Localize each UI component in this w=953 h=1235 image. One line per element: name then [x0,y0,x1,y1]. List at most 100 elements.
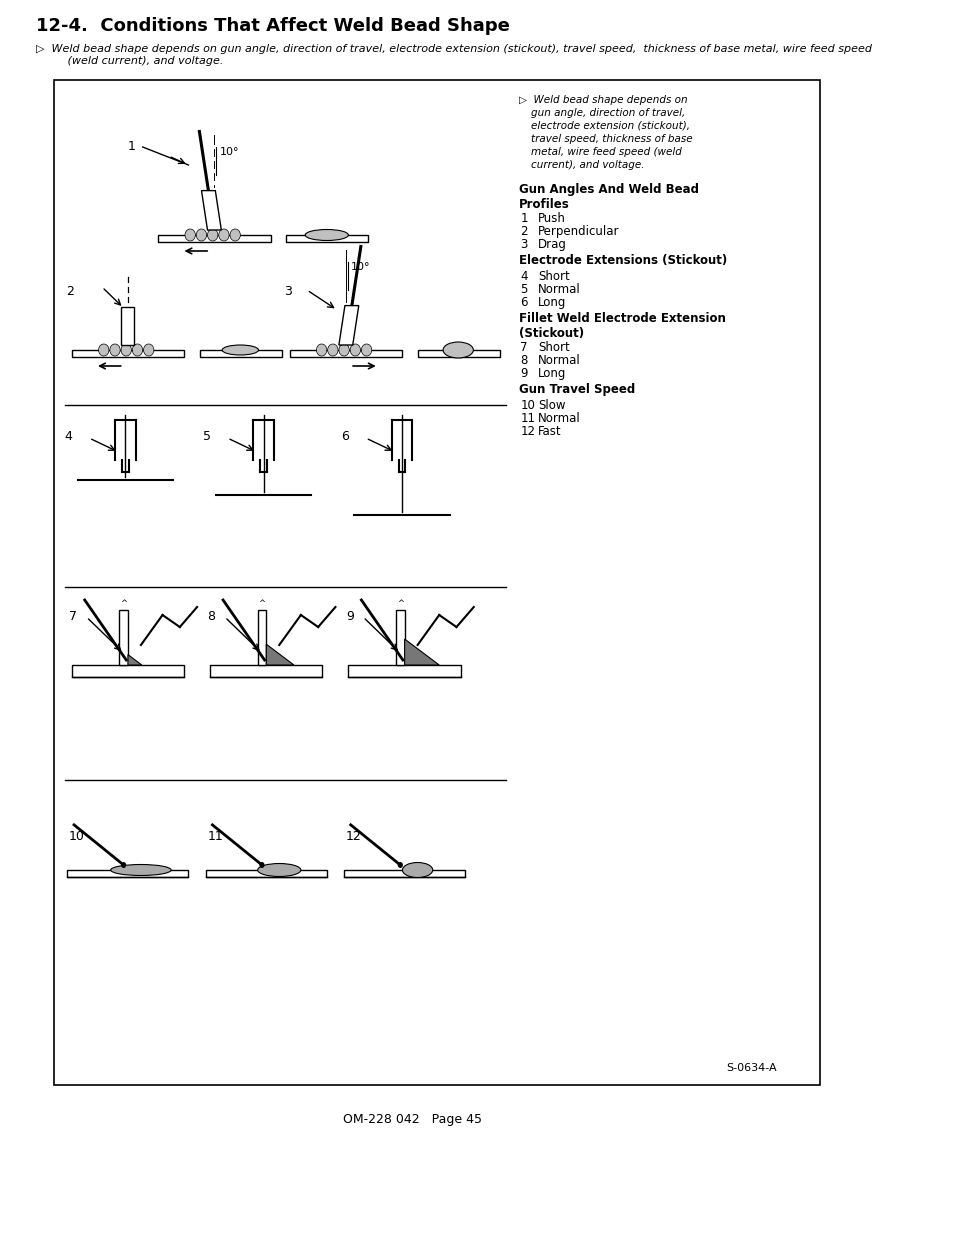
Circle shape [208,228,217,241]
Bar [210,664,322,677]
Text: ▷  Weld bead shape depends on gun angle, direction of travel, electrode extensio: ▷ Weld bead shape depends on gun angle, … [36,44,871,65]
Circle shape [110,345,120,356]
Bar [71,664,184,677]
Bar [417,350,499,357]
Text: 2: 2 [520,225,527,238]
Text: 4: 4 [65,430,72,443]
Polygon shape [201,190,221,230]
Text: Fast: Fast [537,425,560,438]
Bar [257,610,266,664]
Text: 12: 12 [346,830,361,844]
Text: Gun Angles And Weld Bead
Profiles: Gun Angles And Weld Bead Profiles [518,183,698,211]
Text: 12-4.  Conditions That Affect Weld Bead Shape: 12-4. Conditions That Affect Weld Bead S… [36,17,510,35]
Text: OM-228 042   Page 45: OM-228 042 Page 45 [342,1113,481,1126]
Bar [206,869,327,877]
Text: metal, wire feed speed (weld: metal, wire feed speed (weld [530,147,681,157]
Ellipse shape [305,230,348,241]
Text: current), and voltage.: current), and voltage. [530,161,643,170]
Bar [119,610,128,664]
Text: Perpendicular: Perpendicular [537,225,618,238]
Text: Long: Long [537,296,565,309]
Circle shape [218,228,229,241]
Text: 11: 11 [208,830,223,844]
Text: Electrode Extensions (Stickout): Electrode Extensions (Stickout) [518,254,726,267]
Text: Normal: Normal [537,354,580,367]
Circle shape [143,345,153,356]
Circle shape [350,345,360,356]
Bar [344,869,465,877]
Text: travel speed, thickness of base: travel speed, thickness of base [530,135,692,144]
Bar [158,235,271,242]
Text: 7: 7 [70,610,77,622]
Ellipse shape [402,862,433,878]
Circle shape [327,345,337,356]
Ellipse shape [222,345,258,354]
Circle shape [121,345,132,356]
Polygon shape [404,638,438,664]
Text: 2: 2 [66,285,73,298]
Bar [395,610,404,664]
Text: Short: Short [537,341,569,354]
Circle shape [132,345,143,356]
Text: 10: 10 [520,399,535,412]
Bar [290,350,401,357]
Text: Drag: Drag [537,238,566,251]
Text: ^: ^ [258,599,265,608]
Text: 6: 6 [341,430,349,443]
Circle shape [230,228,240,241]
Text: Short: Short [537,270,569,283]
Text: 5: 5 [520,283,527,296]
Text: electrode extension (stickout),: electrode extension (stickout), [530,121,689,131]
Bar [68,869,189,877]
Text: Gun Travel Speed: Gun Travel Speed [518,383,635,396]
Text: Push: Push [537,212,565,225]
Text: 3: 3 [283,285,292,298]
Circle shape [397,862,402,868]
Text: 5: 5 [203,430,211,443]
Text: 8: 8 [520,354,527,367]
Text: 3: 3 [520,238,527,251]
Text: 8: 8 [208,610,215,622]
Polygon shape [338,305,358,345]
Text: ^: ^ [120,599,127,608]
Circle shape [361,345,372,356]
Text: Slow: Slow [537,399,565,412]
Text: 1: 1 [128,140,135,153]
Text: 4: 4 [520,270,527,283]
Polygon shape [128,655,142,664]
Polygon shape [121,308,134,345]
Text: 6: 6 [520,296,527,309]
Text: 10°: 10° [351,262,370,272]
Circle shape [259,862,264,868]
Text: S-0634-A: S-0634-A [725,1063,776,1073]
Circle shape [338,345,349,356]
Text: 10: 10 [70,830,85,844]
Circle shape [121,862,126,868]
Text: 9: 9 [346,610,354,622]
Text: 10°: 10° [219,147,239,157]
Text: Long: Long [537,367,565,380]
Text: 1: 1 [520,212,527,225]
Text: 11: 11 [520,412,535,425]
Text: Normal: Normal [537,412,580,425]
Text: ^: ^ [396,599,403,608]
Text: 9: 9 [520,367,527,380]
Ellipse shape [257,863,300,877]
Circle shape [196,228,207,241]
Bar [53,80,819,1086]
Text: 12: 12 [520,425,535,438]
Text: gun angle, direction of travel,: gun angle, direction of travel, [530,107,684,119]
Text: 7: 7 [520,341,527,354]
Ellipse shape [442,342,473,358]
Bar [199,350,281,357]
Circle shape [316,345,327,356]
Circle shape [98,345,109,356]
Polygon shape [266,645,294,664]
Text: ▷  Weld bead shape depends on: ▷ Weld bead shape depends on [518,95,687,105]
Text: Normal: Normal [537,283,580,296]
Bar [71,350,184,357]
Bar [348,664,460,677]
Bar [286,235,368,242]
Text: Fillet Weld Electrode Extension
(Stickout): Fillet Weld Electrode Extension (Stickou… [518,312,725,340]
Ellipse shape [111,864,171,876]
